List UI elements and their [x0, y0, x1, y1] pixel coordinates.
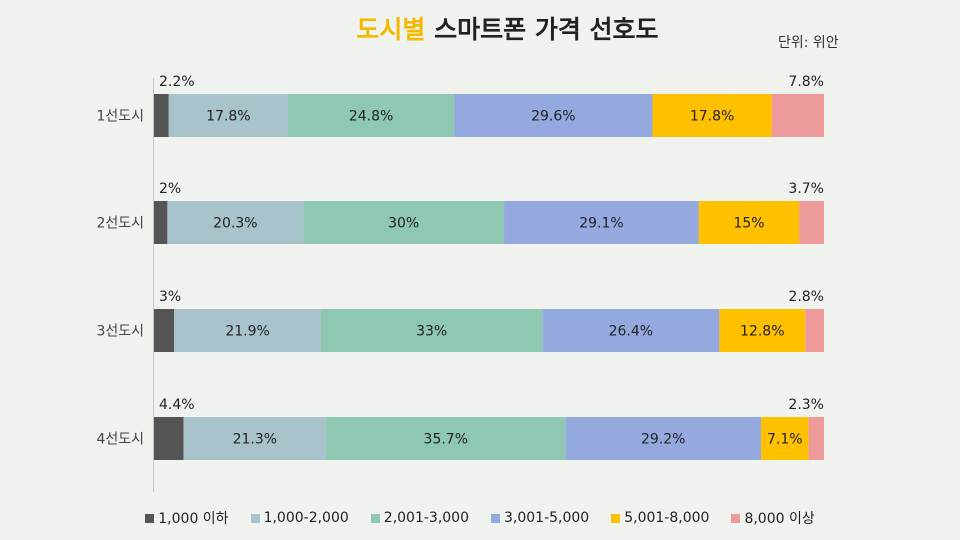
bar-segment	[504, 201, 699, 244]
legend-item: 1,000-2,000	[250, 508, 349, 528]
data-label: 29.6%	[531, 109, 575, 125]
bar-segment	[326, 417, 566, 460]
bar-segment	[168, 94, 288, 137]
chart-title-rest: 스마트폰 가격 선호도	[425, 15, 659, 44]
legend-label: 2,001-3,000	[383, 510, 469, 526]
data-label: 24.8%	[349, 109, 393, 125]
data-label: 12.8%	[740, 324, 784, 340]
legend-swatch	[250, 513, 260, 523]
bar-segment	[154, 201, 168, 244]
legend-item: 3,001-5,000	[491, 508, 589, 528]
data-label: 2.8%	[788, 289, 824, 305]
bar-segment	[805, 309, 824, 352]
data-label: 15%	[733, 216, 764, 232]
chart-title: 도시별 스마트폰 가격 선호도	[0, 10, 960, 46]
chart-title-highlight: 도시별	[356, 15, 426, 44]
data-label: 26.4%	[609, 324, 653, 340]
legend-swatch	[370, 513, 380, 523]
category-label: 4선도시	[96, 432, 144, 448]
legend-label: 3,001-5,000	[504, 510, 590, 526]
bar-segment	[799, 201, 824, 244]
legend: 1,000 이하 1,000-2,000 2,001-3,000 3,001-5,00…	[0, 508, 960, 528]
bar-segment	[288, 94, 455, 137]
data-label: 7.8%	[788, 74, 824, 90]
data-label: 20.3%	[213, 216, 257, 232]
legend-label: 1,000 이하	[158, 511, 229, 527]
bar-segment	[771, 94, 824, 137]
data-label: 21.9%	[225, 324, 269, 340]
bar-segment	[321, 309, 543, 352]
legend-swatch	[611, 513, 621, 523]
bar-segment	[174, 309, 321, 352]
data-label: 21.3%	[233, 432, 277, 448]
bar-segment	[565, 417, 762, 460]
bar-segment	[154, 309, 175, 352]
bar-segment	[167, 201, 304, 244]
data-label: 29.1%	[579, 216, 623, 232]
data-label: 3%	[159, 289, 181, 305]
bar-segment	[761, 417, 809, 460]
data-label: 3.7%	[788, 181, 824, 197]
data-label: 2%	[159, 181, 181, 197]
data-label: 35.7%	[424, 432, 468, 448]
bar-segment	[303, 201, 505, 244]
data-label: 2.2%	[159, 74, 195, 90]
bar-segment	[808, 417, 824, 460]
data-label: 33%	[416, 324, 447, 340]
bar-segment	[698, 201, 800, 244]
data-label: 2.3%	[788, 397, 824, 413]
legend-swatch	[145, 513, 155, 523]
data-label: 30%	[388, 216, 419, 232]
legend-item: 1,000 이하	[145, 508, 229, 528]
legend-label: 5,001-8,000	[624, 510, 710, 526]
legend-label: 1,000-2,000	[263, 510, 349, 526]
bar-segment	[542, 309, 720, 352]
legend-item: 2,001-3,000	[370, 508, 469, 528]
legend-swatch	[731, 513, 741, 523]
unit-label: 단위: 위안	[778, 35, 839, 51]
legend-swatch	[491, 513, 500, 523]
legend-item: 5,001-8,000	[611, 508, 709, 528]
bar-segment	[652, 94, 772, 137]
data-label: 4.4%	[159, 397, 195, 413]
data-label: 7.1%	[767, 432, 803, 448]
bar-segment	[154, 417, 184, 460]
legend-item: 8,000 이상	[731, 508, 815, 528]
data-label: 17.8%	[690, 109, 734, 125]
category-label: 1선도시	[96, 109, 144, 125]
bar-segment	[454, 94, 653, 137]
category-label: 2선도시	[96, 216, 144, 232]
bar-segment	[719, 309, 806, 352]
bar-segment	[183, 417, 327, 460]
category-label: 3선도시	[96, 324, 144, 340]
data-label: 29.2%	[641, 432, 685, 448]
legend-label: 8,000 이상	[744, 511, 815, 527]
bar-segment	[154, 94, 169, 137]
data-label: 17.8%	[206, 109, 250, 125]
